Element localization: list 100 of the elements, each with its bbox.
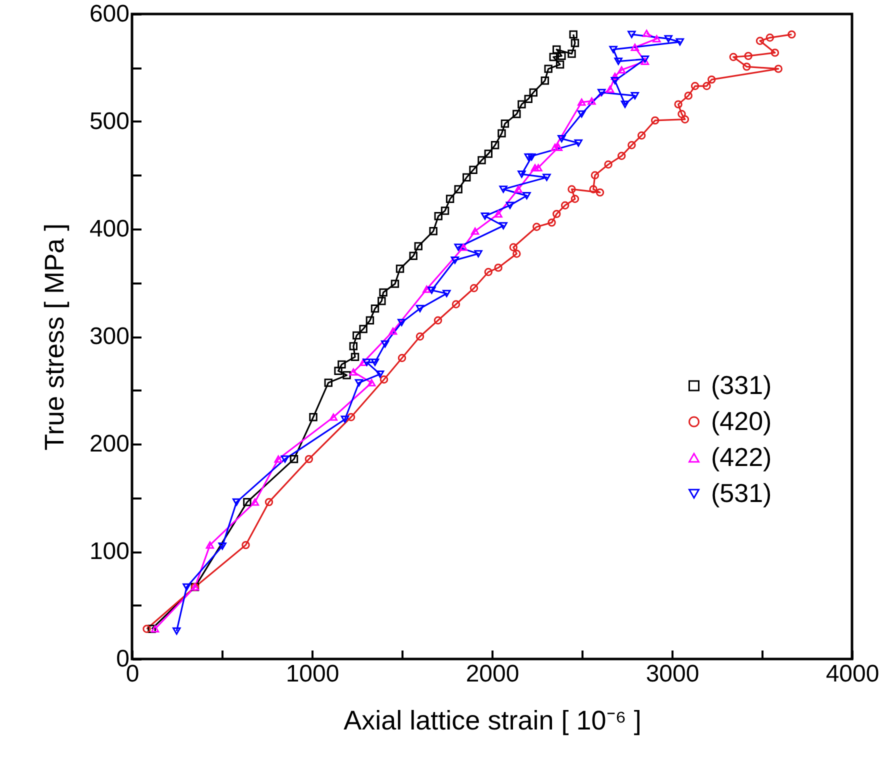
point [414,242,422,250]
point [442,290,451,298]
point [527,153,536,161]
point [434,316,442,324]
point [637,131,646,140]
point [370,304,380,313]
point [480,212,490,220]
point [428,286,436,294]
point [650,116,660,125]
point [232,498,241,506]
point [290,454,298,464]
point [250,498,260,506]
point [470,227,480,235]
point [589,185,598,194]
point [362,358,371,366]
point [469,166,478,174]
point [366,316,374,324]
point [630,44,640,51]
point [558,52,566,60]
point [674,100,682,108]
point [398,318,406,326]
point [570,194,580,203]
point [500,120,510,128]
point [569,30,578,39]
point [548,218,556,227]
point [459,244,468,251]
legend-label: (331) [711,370,772,400]
point [522,192,531,200]
point [484,268,493,276]
point [614,58,622,65]
point [556,60,564,69]
point [560,201,570,210]
y-axis-title: True stress [ MPa ] [39,223,70,451]
point [218,542,226,550]
point [509,243,518,252]
point [512,250,521,258]
x-axis-title: Axial lattice strain [ 10⁻⁶ ] [344,706,642,736]
point [499,222,508,230]
point [578,98,586,106]
point [376,370,384,378]
point [609,46,618,54]
x-tick-label: 1000 [286,660,340,688]
point [452,300,460,308]
point [532,222,541,231]
point [530,164,540,172]
point [574,139,583,147]
point [604,160,612,169]
point [514,186,522,193]
point [770,48,780,57]
point [617,66,626,74]
point [378,296,386,306]
point [542,174,551,182]
point [206,541,214,549]
point [484,150,493,158]
point [524,153,532,161]
point [470,284,478,292]
point [243,498,252,506]
point [446,194,454,204]
point [440,206,450,215]
point [652,35,661,42]
legend-label: (422) [711,442,772,472]
point [676,38,684,46]
point [498,129,506,138]
point [390,280,400,288]
point [342,371,351,380]
point [617,152,626,160]
point [380,375,388,384]
point [499,186,508,193]
point [454,185,462,194]
point [379,288,388,297]
point [350,352,360,362]
point [570,38,580,48]
point [756,36,764,45]
point [550,144,560,151]
point [534,164,542,172]
point [359,324,368,334]
y-tick-label: 200 [89,430,130,458]
point [150,625,160,633]
point [744,52,752,60]
point [242,540,250,550]
point [367,379,376,386]
y-tick-label: 100 [89,538,130,565]
legend-label: (420) [711,406,772,436]
point [429,227,438,236]
point [512,110,521,118]
point [590,171,600,180]
point [518,100,526,108]
point [678,110,686,118]
point [352,331,361,340]
point [329,413,338,421]
point [434,212,442,220]
point [766,34,774,42]
y-tick-label: 300 [89,323,130,350]
point [628,30,636,38]
point [490,141,500,150]
point [774,64,782,73]
point [474,250,482,258]
point [324,378,332,387]
point [334,366,342,376]
point [620,100,630,108]
